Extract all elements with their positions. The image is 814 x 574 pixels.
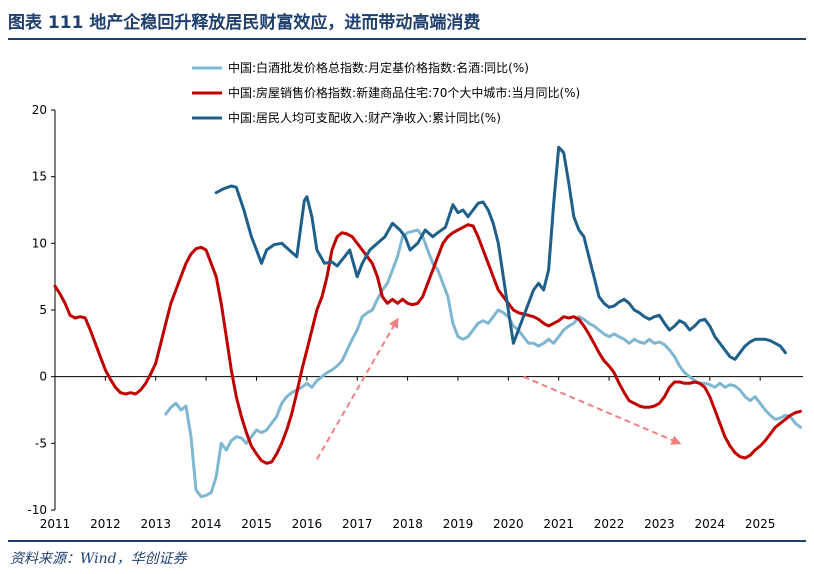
x-tick-label: 2023 [644,517,675,531]
y-tick-label: 10 [32,236,47,250]
y-tick-label: 5 [39,303,47,317]
y-tick-label: -10 [27,503,47,517]
x-tick-label: 2016 [292,517,323,531]
source-bar: 资料来源：Wind，华创证券 [8,540,806,572]
x-tick-label: 2014 [191,517,222,531]
trend-arrow-1 [316,317,399,460]
chart-area: 20 15 10 5 0 -5 -10 2011 2012 2013 2014 2015 2016 20… [0,40,814,540]
x-tick-label: 2020 [493,517,524,531]
y-tick-label: 15 [32,170,47,184]
x-tick-label: 2021 [543,517,574,531]
series-line-1 [164,228,802,499]
figure-title: 图表 111 地产企稳回升释放居民财富效应，进而带动高端消费 [8,13,481,33]
x-tick-label: 2022 [594,517,625,531]
y-tick-label: 20 [32,103,47,117]
series-line-2 [53,223,802,465]
title-bar: 图表 111 地产企稳回升释放居民财富效应，进而带动高端消费 [8,4,806,40]
legend: 中国:白酒批发价格总指数:月定基价格指数:名酒:同比(%) 中国:房屋销售价格指数… [192,60,580,125]
x-tick-label: 2025 [745,517,776,531]
legend-label-1: 中国:白酒批发价格总指数:月定基价格指数:名酒:同比(%) [228,60,529,75]
x-tick-label: 2012 [90,517,121,531]
x-tick-label: 2013 [140,517,171,531]
x-tick-label: 2011 [40,517,71,531]
source-note: 资料来源：Wind，华创证券 [10,551,187,567]
trend-arrow-2 [523,375,682,445]
annotation-layer [316,317,682,460]
legend-label-3: 中国:居民人均可支配收入:财产净收入:累计同比(%) [228,110,501,125]
x-tick-label: 2018 [392,517,423,531]
y-tick-label: 0 [39,370,47,384]
x-tick-label: 2015 [241,517,272,531]
legend-label-2: 中国:房屋销售价格指数:新建商品住宅:70个大中城市:当月同比(%) [228,85,580,100]
x-axis: 2011 2012 2013 2014 2015 2016 2017 2018 2019 2020… [40,376,803,531]
x-tick-label: 2024 [695,517,726,531]
y-tick-label: -5 [35,436,47,450]
y-axis: 20 15 10 5 0 -5 -10 [27,103,56,517]
x-tick-label: 2017 [342,517,373,531]
x-tick-label: 2019 [443,517,474,531]
series-layer [53,145,802,499]
series-line-3 [214,145,787,361]
